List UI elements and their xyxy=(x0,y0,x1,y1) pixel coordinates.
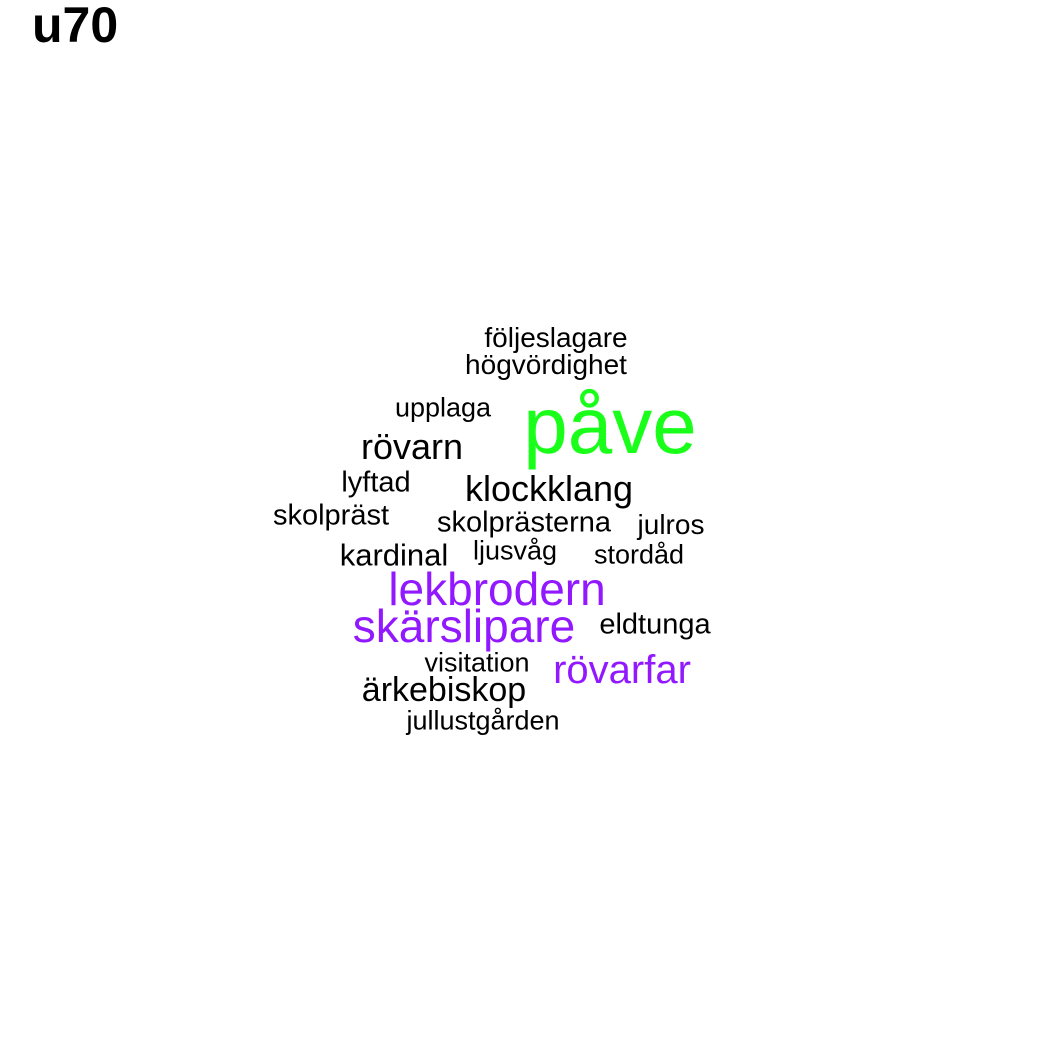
word-rovarn: rövarn xyxy=(360,426,464,467)
word-lyftad: lyftad xyxy=(341,466,411,499)
word-skolprast: skolpräst xyxy=(272,499,390,532)
word-kardinal: kardinal xyxy=(339,537,449,573)
word-hogvordighet: högvördighet xyxy=(465,349,627,380)
word-arkebiskop: ärkebiskop xyxy=(361,671,527,709)
word-klockklang: klockklang xyxy=(464,468,634,509)
word-jullustgarden: jullustgården xyxy=(406,705,560,736)
page-title: u70 xyxy=(32,0,119,53)
word-foljeslagare: följeslagare xyxy=(484,322,628,353)
word-skolprasterna: skolprästerna xyxy=(436,506,612,539)
word-lekbrodern: lekbrodern xyxy=(388,563,606,615)
word-rovarfar: rövarfar xyxy=(553,648,691,692)
word-ljusvag: ljusvåg xyxy=(472,535,558,566)
word-visitation: visitation xyxy=(424,647,530,678)
word-stordad: stordåd xyxy=(593,539,685,570)
word-julros: julros xyxy=(637,509,705,540)
word-upplaga: upplaga xyxy=(394,392,492,423)
word-pave: påve xyxy=(523,381,697,470)
word-skarslipare: skärslipare xyxy=(352,600,576,652)
word-eldtunga: eldtunga xyxy=(599,608,711,641)
